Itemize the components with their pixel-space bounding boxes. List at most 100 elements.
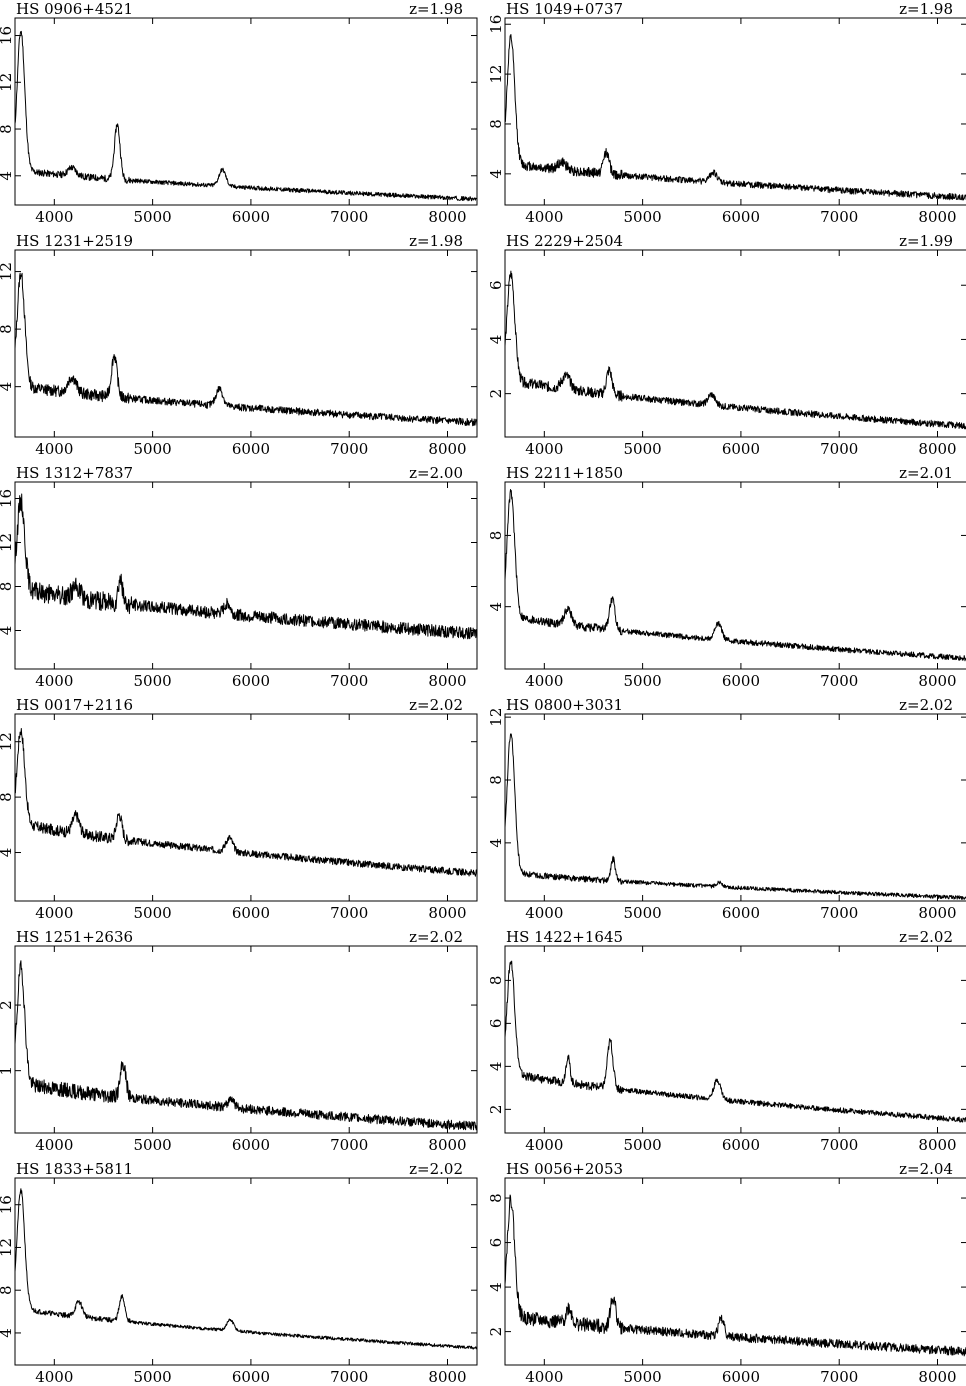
y-tick-label: 2: [0, 1000, 15, 1010]
x-tick-label: 7000: [820, 1136, 858, 1154]
y-tick-label: 4: [487, 169, 505, 179]
x-tick-label: 4000: [35, 1368, 73, 1386]
plot-frame: [504, 481, 966, 670]
x-tick-label: 4000: [525, 904, 563, 922]
x-tick-label: 7000: [820, 904, 858, 922]
x-tick-label: 8000: [428, 208, 466, 226]
x-tick-label: 4000: [35, 440, 73, 458]
redshift-label: z=1.98: [409, 232, 463, 250]
x-tick-label: 8000: [428, 1136, 466, 1154]
redshift-label: z=1.98: [899, 0, 953, 18]
redshift-label: z=2.00: [409, 464, 463, 482]
redshift-label: z=2.02: [409, 696, 463, 714]
panel-title: HS 2211+1850: [506, 464, 623, 482]
y-tick-label: 12: [487, 708, 505, 727]
x-tick-label: 6000: [232, 904, 270, 922]
y-tick-label: 12: [0, 1238, 15, 1257]
x-tick-label: 5000: [624, 440, 662, 458]
panel-title: HS 0800+3031: [506, 696, 623, 714]
x-tick-label: 6000: [722, 672, 760, 690]
spectrum-panel-1: HS 0906+4521 z=1.98 4000 5000 6000 7000 8000 4 8…: [0, 0, 478, 226]
x-tick-label: 6000: [722, 208, 760, 226]
y-tick-label: 2: [487, 1327, 505, 1337]
spectrum-panel-5: HS 1312+7837 z=2.00 4000 5000 6000 7000 8000 4 8…: [0, 464, 478, 690]
x-tick-label: 4000: [35, 672, 73, 690]
redshift-label: z=2.02: [899, 696, 953, 714]
y-tick-label: 12: [487, 65, 505, 84]
spectrum-series: [504, 960, 966, 1123]
plot-frame: [14, 249, 478, 438]
x-tick-label: 8000: [918, 440, 956, 458]
x-tick-label: 5000: [134, 440, 172, 458]
x-tick-label: 8000: [918, 1136, 956, 1154]
redshift-label: z=1.99: [899, 232, 953, 250]
y-tick-label: 16: [487, 15, 505, 34]
y-tick-label: 16: [0, 489, 15, 508]
x-tick-label: 5000: [134, 672, 172, 690]
y-tick-label: 8: [0, 1285, 15, 1295]
x-tick-label: 8000: [918, 904, 956, 922]
y-tick-label: 8: [0, 124, 15, 134]
y-tick-label: 8: [487, 775, 505, 785]
x-tick-label: 4000: [35, 904, 73, 922]
spectrum-panel-10: HS 1422+1645 z=2.02 4000 5000 6000 7000 8000 2 4…: [487, 928, 966, 1154]
y-tick-label: 6: [487, 1238, 505, 1248]
panel-title: HS 1312+7837: [16, 464, 133, 482]
x-tick-label: 4000: [525, 208, 563, 226]
x-tick-label: 7000: [330, 208, 368, 226]
y-tick-label: 4: [487, 1282, 505, 1292]
x-tick-label: 5000: [624, 208, 662, 226]
x-tick-label: 6000: [232, 440, 270, 458]
plot-frame: [14, 945, 478, 1134]
spectrum-series: [504, 270, 966, 430]
x-tick-label: 7000: [330, 1136, 368, 1154]
panel-title: HS 0906+4521: [16, 0, 133, 18]
x-tick-label: 7000: [330, 440, 368, 458]
y-tick-label: 4: [0, 1328, 15, 1338]
spectrum-series: [14, 960, 478, 1131]
x-tick-label: 8000: [918, 1368, 956, 1386]
y-tick-label: 2: [487, 389, 505, 399]
y-tick-label: 4: [0, 626, 15, 636]
y-tick-label: 4: [487, 1062, 505, 1072]
y-tick-label: 4: [487, 602, 505, 612]
spectrum-panel-6: HS 2211+1850 z=2.01 4000 5000 6000 7000 8000 4 8: [487, 464, 966, 690]
plot-frame: [504, 945, 966, 1134]
plot-frame: [14, 713, 478, 902]
x-tick-label: 8000: [428, 904, 466, 922]
x-tick-label: 5000: [624, 904, 662, 922]
spectrum-series: [14, 272, 478, 427]
spectrum-series: [504, 489, 966, 662]
x-tick-label: 8000: [918, 672, 956, 690]
spectrum-series: [504, 733, 966, 900]
y-tick-label: 6: [487, 1019, 505, 1029]
spectrum-series: [504, 34, 966, 201]
y-tick-label: 8: [0, 582, 15, 592]
x-tick-label: 8000: [428, 1368, 466, 1386]
y-tick-label: 8: [487, 1193, 505, 1203]
y-tick-label: 12: [0, 533, 15, 552]
spectrum-panel-11: HS 1833+5811 z=2.02 4000 5000 6000 7000 8000 4 8…: [0, 1160, 478, 1386]
panel-title: HS 1251+2636: [16, 928, 133, 946]
x-tick-label: 4000: [525, 1136, 563, 1154]
panel-title: HS 1833+5811: [16, 1160, 133, 1178]
plot-frame: [14, 481, 478, 670]
x-tick-label: 4000: [525, 1368, 563, 1386]
spectrum-panel-4: HS 2229+2504 z=1.99 4000 5000 6000 7000 8000 2 4…: [487, 232, 966, 458]
x-tick-label: 8000: [918, 208, 956, 226]
spectrum-series: [14, 30, 478, 202]
panel-title: HS 2229+2504: [506, 232, 623, 250]
y-tick-label: 16: [0, 1195, 15, 1214]
y-tick-label: 6: [487, 280, 505, 290]
plot-frame: [14, 1177, 478, 1366]
x-tick-label: 7000: [330, 904, 368, 922]
x-tick-label: 8000: [428, 672, 466, 690]
spectrum-panel-3: HS 1231+2519 z=1.98 4000 5000 6000 7000 8000 4 8…: [0, 232, 478, 458]
spectrum-series: [14, 493, 478, 640]
redshift-label: z=2.02: [409, 1160, 463, 1178]
plot-frame: [14, 17, 478, 206]
x-tick-label: 5000: [624, 1368, 662, 1386]
x-tick-label: 6000: [232, 1136, 270, 1154]
y-tick-label: 4: [0, 171, 15, 181]
x-tick-label: 6000: [722, 1136, 760, 1154]
